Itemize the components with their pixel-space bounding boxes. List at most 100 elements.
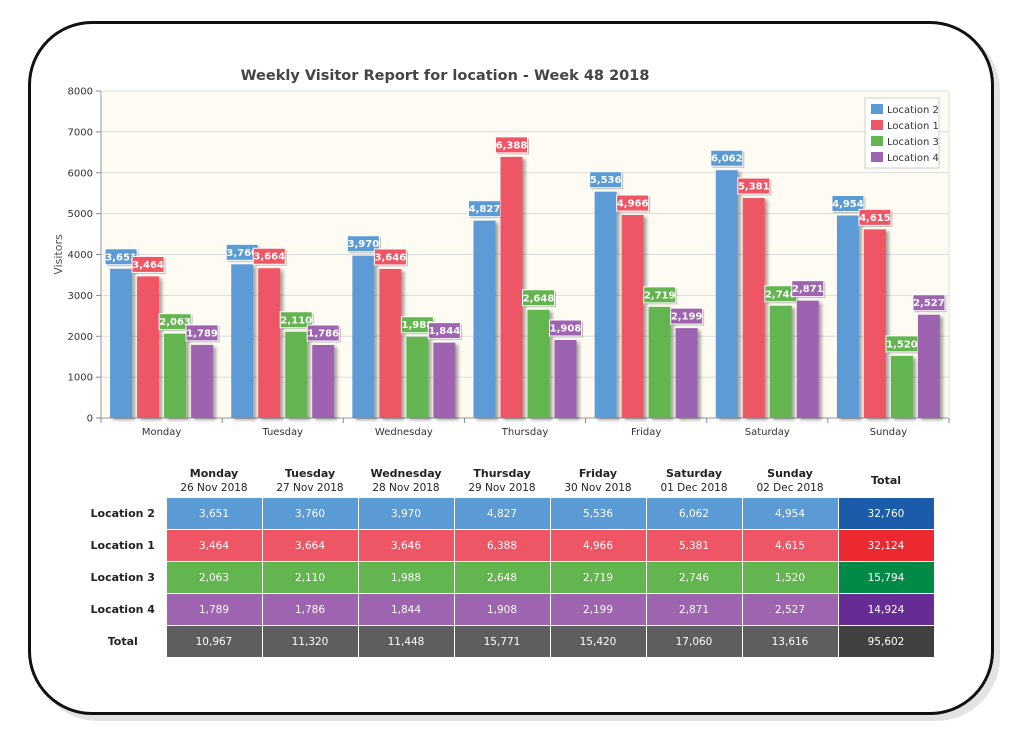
table-row: Total 10,967 11,320 11,448 15,771 15,420 17,06… [80, 625, 935, 658]
bar-location-3 [285, 331, 308, 418]
table-cell: 2,746 [645, 561, 743, 594]
legend-label: Location 1 [887, 121, 939, 132]
data-label-box [306, 324, 340, 342]
column-date: 01 Dec 2018 [660, 481, 728, 494]
data-label: 2,527 [913, 298, 945, 309]
table-cell: 4,954 [741, 497, 839, 530]
data-label-box [131, 255, 165, 273]
table-corner [80, 463, 166, 498]
data-label: 2,746 [765, 289, 797, 300]
y-tick-label: 3000 [68, 291, 93, 302]
column-date: 30 Nov 2018 [564, 481, 632, 494]
bar-location-4 [796, 300, 819, 418]
y-tick-label: 2000 [68, 332, 93, 343]
table-cell: 4,966 [549, 529, 647, 562]
column-header: Sunday 02 Dec 2018 [742, 463, 838, 498]
y-tick-label: 6000 [68, 168, 93, 179]
bar-location-3 [406, 336, 429, 418]
bar-location-4 [191, 344, 214, 418]
legend-label: Location 4 [887, 153, 939, 164]
data-label-box [710, 149, 744, 167]
table-cell: 10,967 [165, 625, 263, 658]
table-cell: 15,420 [549, 625, 647, 658]
data-label: 2,110 [280, 315, 312, 326]
table-row: Location 3 2,063 2,110 1,988 2,648 2,719 2,746… [80, 561, 935, 594]
row-total-cell: 32,124 [837, 529, 935, 562]
row-total-cell: 14,924 [837, 593, 935, 626]
y-tick-label: 7000 [68, 127, 93, 138]
data-label: 3,970 [348, 239, 380, 250]
data-label-box [185, 324, 219, 342]
bar-location-2 [231, 264, 254, 418]
data-label: 2,063 [159, 317, 191, 328]
data-label: 6,062 [711, 154, 743, 165]
data-label-box [252, 247, 286, 265]
data-label: 5,381 [738, 182, 770, 193]
data-label: 4,966 [617, 199, 649, 210]
data-label: 3,664 [253, 252, 285, 263]
bar-location-2 [594, 191, 617, 418]
column-date: 29 Nov 2018 [468, 481, 536, 494]
row-total-cell: 32,760 [837, 497, 935, 530]
table-cell: 3,464 [165, 529, 263, 562]
table-cell: 2,648 [453, 561, 551, 594]
data-label: 3,760 [226, 248, 258, 259]
table-cell: 1,789 [165, 593, 263, 626]
table-cell: 13,616 [741, 625, 839, 658]
data-label: 1,844 [429, 326, 461, 337]
bar-location-4 [433, 342, 456, 418]
data-label-box [831, 195, 865, 213]
data-label-box [616, 194, 650, 212]
data-label-box [279, 311, 313, 329]
data-label: 3,651 [105, 252, 137, 263]
data-label-box [522, 289, 555, 307]
table-cell: 2,199 [549, 593, 647, 626]
data-label-box [589, 171, 623, 189]
total-column-header: Total [838, 463, 934, 498]
total-header-label: Total [870, 473, 902, 487]
legend-swatch [871, 152, 883, 162]
column-header: Wednesday 28 Nov 2018 [358, 463, 454, 498]
data-label-box [346, 235, 380, 253]
data-label-box [858, 208, 892, 226]
column-day: Sunday [767, 466, 813, 480]
row-label: Location 2 [90, 507, 155, 520]
data-label-box [670, 307, 704, 325]
table-body: Location 2 3,651 3,760 3,970 4,827 5,536 6,062… [80, 497, 935, 658]
table-cell: 4,615 [741, 529, 839, 562]
table-cell: 6,388 [453, 529, 551, 562]
x-category-label: Friday [631, 427, 661, 438]
summary-table: Monday 26 Nov 2018 Tuesday 27 Nov 2018 Wedne… [80, 463, 935, 658]
x-category-label: Thursday [501, 427, 549, 438]
table-cell: 2,527 [741, 593, 839, 626]
row-label: Total [107, 635, 138, 648]
legend-label: Location 3 [887, 137, 939, 148]
table-cell: 15,771 [453, 625, 551, 658]
data-label-box [373, 248, 407, 266]
visitor-bar-chart: 0 1000 2000 3000 4000 5000 6000 7000 8000 Weekly … [52, 68, 950, 438]
data-label: 2,648 [523, 293, 555, 304]
data-label-box [912, 294, 946, 312]
data-label: 4,954 [832, 199, 864, 210]
data-label: 1,786 [307, 328, 339, 339]
column-header: Tuesday 27 Nov 2018 [262, 463, 358, 498]
bar-location-2 [715, 170, 738, 418]
column-date: 26 Nov 2018 [180, 481, 248, 494]
column-day: Tuesday [284, 466, 336, 480]
data-label: 5,536 [590, 175, 622, 186]
table-row: Location 2 3,651 3,760 3,970 4,827 5,536 6,062… [80, 497, 935, 530]
table-cell: 5,381 [645, 529, 743, 562]
data-label: 1,908 [550, 324, 582, 335]
column-date: 02 Dec 2018 [756, 481, 824, 494]
bar-location-1 [500, 156, 523, 418]
row-label: Location 1 [90, 539, 155, 552]
x-category-label: Sunday [870, 427, 907, 438]
data-label-box [427, 322, 461, 340]
data-label: 1,988 [402, 320, 434, 331]
data-label: 2,719 [644, 290, 676, 301]
legend-swatch [871, 120, 883, 130]
data-label-box [791, 280, 825, 298]
x-category-label: Wednesday [375, 427, 433, 438]
x-category-label: Tuesday [261, 427, 303, 438]
column-day: Wednesday [370, 466, 442, 480]
